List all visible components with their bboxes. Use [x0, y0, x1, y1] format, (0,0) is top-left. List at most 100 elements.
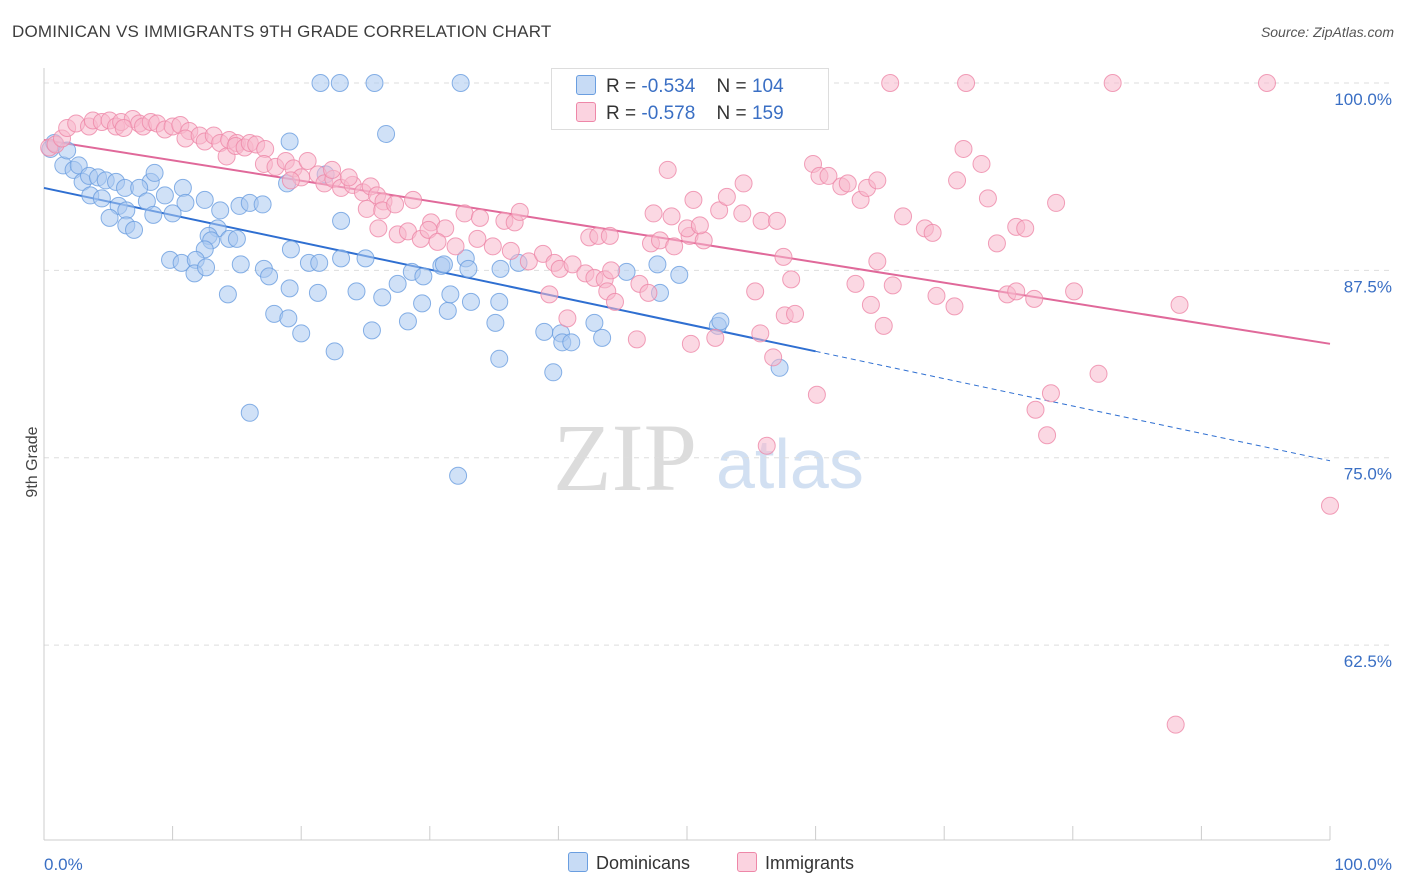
gridlines [44, 82, 1392, 646]
x-tick-label: 100.0% [1334, 855, 1392, 874]
data-point [197, 258, 216, 277]
data-point [92, 189, 111, 208]
watermark-atlas: atlas [716, 425, 864, 503]
data-point [706, 328, 725, 347]
data-point [987, 234, 1006, 253]
data-point [617, 262, 636, 281]
x-tick-label: 0.0% [44, 855, 83, 874]
legend-swatch-immigrants [737, 852, 757, 872]
data-point [280, 132, 299, 151]
data-point [1170, 295, 1189, 314]
data-point [100, 208, 119, 227]
data-point [311, 73, 330, 92]
data-point [260, 267, 279, 286]
data-point [483, 237, 502, 256]
data-point [883, 276, 902, 295]
data-point [434, 255, 453, 274]
series-immigrants [40, 73, 1339, 734]
data-point [279, 309, 298, 328]
trend-line-extension [815, 350, 1331, 462]
data-point [253, 195, 272, 214]
data-point [356, 249, 375, 268]
data-point [357, 199, 376, 218]
data-point [838, 174, 857, 193]
data-point [491, 259, 510, 278]
data-point [774, 247, 793, 266]
data-point [874, 316, 893, 335]
data-point [786, 304, 805, 323]
data-point [441, 285, 460, 304]
r-label: R = [606, 76, 637, 97]
data-point [256, 139, 275, 158]
data-point [176, 193, 195, 212]
data-point [558, 309, 577, 328]
data-point [455, 204, 474, 223]
data-point [881, 73, 900, 92]
data-point [163, 204, 182, 223]
data-point [535, 322, 554, 341]
legend-item-immigrants[interactable]: Immigrants [737, 852, 854, 874]
data-point [945, 297, 964, 316]
data-point [978, 189, 997, 208]
data-point [211, 201, 230, 220]
data-point [117, 201, 136, 220]
data-point [644, 204, 663, 223]
data-point [325, 342, 344, 361]
data-point [114, 118, 133, 137]
r-value: -0.534 [641, 76, 696, 97]
data-point [398, 312, 417, 331]
data-point [868, 252, 887, 271]
data-point [330, 73, 349, 92]
data-point [600, 226, 619, 245]
n-value: 104 [751, 76, 784, 97]
data-point [280, 279, 299, 298]
data-point [602, 261, 621, 280]
data-point [365, 73, 384, 92]
y-tick-label: 100.0% [1334, 90, 1392, 109]
data-point [540, 285, 559, 304]
data-point [438, 301, 457, 320]
data-point [519, 252, 538, 271]
r-value: -0.578 [641, 103, 696, 124]
data-point [593, 328, 612, 347]
data-point [490, 349, 509, 368]
data-point [658, 160, 677, 179]
data-point [927, 286, 946, 305]
data-point [544, 363, 563, 382]
data-point [746, 282, 765, 301]
data-point [369, 219, 388, 238]
data-point [639, 283, 658, 302]
data-point [670, 265, 689, 284]
data-point [373, 288, 392, 307]
data-point [1026, 400, 1045, 419]
data-point [386, 195, 405, 214]
data-point [195, 190, 214, 209]
data-point [451, 73, 470, 92]
data-point [1321, 496, 1339, 515]
stats-legend: R = -0.534 N = 104 R = -0.578 N = 159 [551, 68, 829, 130]
data-point [404, 190, 423, 209]
data-point [173, 178, 192, 197]
data-point [377, 124, 396, 143]
axes [43, 68, 1331, 841]
data-point [972, 154, 991, 173]
data-point [501, 241, 520, 260]
data-point [868, 171, 887, 190]
data-point [717, 187, 736, 206]
data-point [145, 163, 164, 182]
n-label: N = [716, 103, 747, 124]
data-point [562, 333, 581, 352]
data-point [428, 232, 447, 251]
legend-swatch-dominicans [568, 852, 588, 872]
legend-item-dominicans[interactable]: Dominicans [568, 852, 690, 874]
data-point [332, 211, 351, 230]
data-point [470, 208, 489, 227]
data-point [662, 207, 681, 226]
data-point [281, 171, 300, 190]
r-label: R = [606, 103, 637, 124]
data-point [948, 171, 967, 190]
legend-label-dominicans: Dominicans [596, 853, 691, 873]
data-point [585, 313, 604, 332]
data-point [846, 274, 865, 293]
